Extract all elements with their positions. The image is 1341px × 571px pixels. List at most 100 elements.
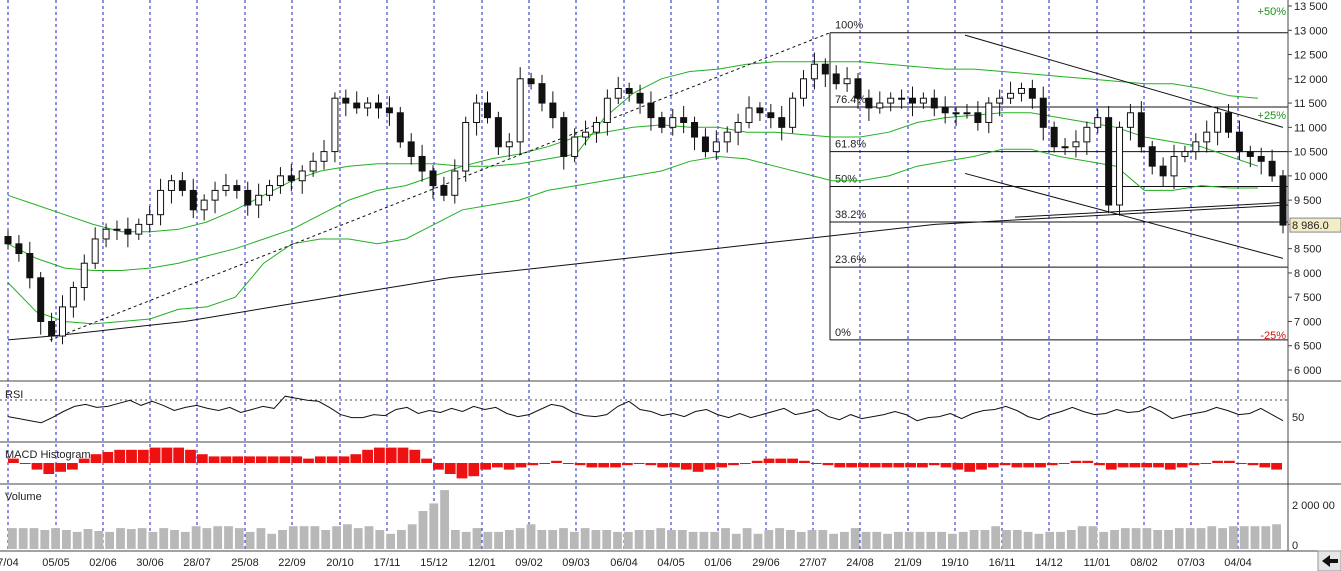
volume-bar [40,530,50,549]
candle-body [200,199,208,211]
volume-bar [1056,531,1065,549]
volume-bar [472,528,482,549]
candle-body [800,78,808,99]
volume-bar [407,524,417,549]
macd-bar [1046,463,1058,466]
macd-histogram-bars [8,447,1282,479]
candle-body [625,88,633,94]
macd-bar [551,460,562,463]
percent-annotation: +25% [1258,110,1287,122]
candle-body [211,189,219,201]
rsi-tick-50: 50 [1292,412,1304,424]
candle-body [941,107,949,114]
macd-bar [303,458,314,463]
fibonacci-levels: 100% 76.4% 61.8% 50% 38.2% 23.6% 0% [829,20,1288,341]
volume-bar [580,528,590,549]
macd-bar [126,449,137,463]
candle-body [876,102,884,109]
date-tick-label: 06/04 [610,557,638,569]
macd-bar [633,463,645,464]
candle-body [985,102,993,123]
volume-bar [505,530,514,549]
volume-bar [1077,526,1087,549]
macd-bar [314,456,326,463]
volume-bar [299,526,309,549]
date-tick-label: 14/12 [1035,557,1063,569]
candle-body [996,97,1004,104]
candle-body [887,97,895,104]
bollinger-middle-band [7,112,1259,271]
date-tick-label: 05/05 [42,557,70,569]
volume-bar [948,533,957,549]
macd-bar [444,463,456,474]
volume-bar [1239,526,1249,549]
fibonacci-label: 61.8% [835,139,866,151]
volume-bar [170,530,179,549]
volume-bar [1131,528,1141,549]
volume-bar [1207,526,1217,549]
date-tick-label: 04/05 [657,557,685,569]
price-tick-label: 13 000 [1294,25,1328,37]
candle-body [473,102,481,123]
macd-bar [1070,460,1082,463]
macd-bar [846,463,857,468]
candle-body [1137,112,1145,148]
volume-bar [267,533,277,549]
macd-bar [834,463,846,468]
volume-bar [807,530,817,549]
candle-body [680,117,688,123]
candle-body [636,92,644,104]
candle-body [701,136,709,153]
macd-bar [751,460,763,463]
support-line [1014,202,1284,218]
volume-bar [688,531,698,549]
candle-body [1246,151,1254,157]
percent-annotations: +50% +25% -25% [1258,6,1287,342]
candle-body [1268,160,1276,177]
price-tick-label: 12 500 [1294,50,1328,62]
candle-body [1050,126,1058,148]
volume-bar [213,526,223,549]
price-tick-label: 12 000 [1294,74,1328,86]
volume-bar [818,530,828,549]
macd-bar [8,458,19,463]
volume-bar [1261,526,1271,549]
macd-bar [1200,463,1212,464]
candle-body [712,141,720,153]
volume-bar [375,530,385,549]
candle-body [342,97,350,104]
macd-bar [374,447,385,463]
volume-bar [191,526,201,549]
macd-bar [220,456,232,463]
macd-bar [185,449,196,463]
date-tick-label: 28/07 [183,557,211,569]
macd-bar [716,463,728,468]
volume-bar [224,526,233,549]
candle-body [1170,155,1178,177]
macd-bar [799,460,810,463]
volume-bar [1120,528,1130,549]
macd-bar [468,463,480,477]
volume-bar [256,528,266,549]
candle-body [37,277,45,322]
macd-bar [787,458,798,463]
volume-bar [116,528,125,549]
volume-bar [861,531,871,549]
volume-bar [677,530,687,549]
price-tick-label: 8 500 [1294,244,1322,256]
candle-body [429,170,437,187]
volume-bar [667,530,676,549]
volume-bar [1023,531,1033,549]
macd-bar [409,449,421,463]
volume-bar [332,526,341,549]
macd-bar [527,463,539,466]
macd-bar [161,447,173,463]
candle-body [734,121,742,133]
macd-bar [976,463,987,470]
macd-bar [397,447,409,463]
macd-bar [433,463,444,470]
candle-body [167,180,175,191]
date-tick-label: 02/06 [89,557,117,569]
scroll-left-button[interactable] [1317,550,1341,571]
date-axis: 7/04 05/05 02/06 30/06 28/07 25/08 22/09 20/10 1… [0,557,1252,569]
